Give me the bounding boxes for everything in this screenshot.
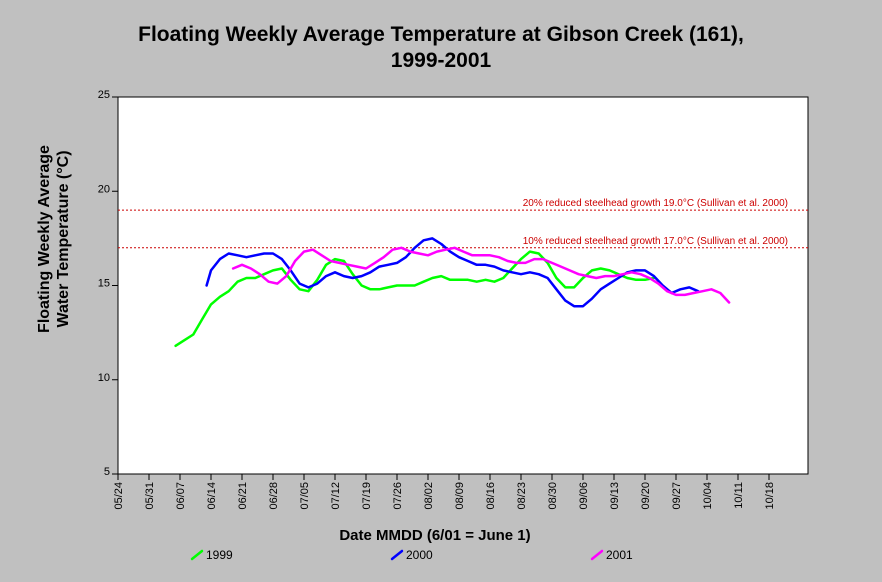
legend-swatch-2000	[390, 549, 404, 561]
legend-label-2001: 2001	[606, 548, 633, 562]
chart-title-line-2: 1999-2001	[390, 49, 492, 72]
x-tick-label: 08/16	[485, 482, 497, 510]
reference-lines: 20% reduced steelhead growth 19.0°C (Sul…	[118, 198, 808, 249]
x-tick-label: 06/21	[237, 482, 249, 510]
x-tick-label: 09/20	[640, 482, 652, 510]
x-tick-label: 08/30	[547, 482, 559, 510]
x-tick-label: 09/06	[578, 482, 590, 510]
legend-swatch-1999	[190, 549, 204, 561]
series-line-2001	[231, 246, 731, 304]
chart-title: Floating Weekly Average Temperature at G…	[0, 22, 882, 74]
x-tick-label: 06/07	[175, 482, 187, 510]
y-axis-label-line-2: Water Temperature (°C)	[55, 150, 72, 327]
x-tick-label: 09/13	[609, 482, 621, 510]
legend: 1999 2000 2001	[190, 548, 633, 562]
y-tick-label: 20	[98, 183, 110, 195]
x-tick-label: 07/26	[392, 482, 404, 510]
chart-title-line-1: Floating Weekly Average Temperature at G…	[138, 23, 744, 46]
y-tick-label: 5	[104, 466, 110, 478]
x-tick-label: 06/14	[206, 482, 218, 510]
axes: 5 10 15 20 25 05/24 05/31 06/07 06/14 06/21 06/28 0…	[98, 89, 776, 510]
x-tick-label: 07/05	[299, 482, 311, 510]
reference-line-label-2: 10% reduced steelhead growth 17.0°C (Sul…	[523, 236, 788, 247]
series-lines	[174, 237, 731, 348]
x-tick-label: 10/11	[733, 482, 745, 509]
reference-line-label-1: 20% reduced steelhead growth 19.0°C (Sul…	[523, 198, 788, 209]
x-tick-label: 08/23	[516, 482, 528, 510]
series-line-1999	[174, 250, 656, 348]
x-tick-label: 10/04	[702, 482, 714, 510]
y-tick-label: 25	[98, 89, 110, 101]
x-tick-label: 07/12	[330, 482, 342, 510]
x-tick-label: 09/27	[671, 482, 683, 510]
x-tick-label: 05/24	[113, 482, 125, 510]
legend-swatch-2001	[590, 549, 604, 561]
x-tick-label: 08/09	[454, 482, 466, 510]
x-tick-label: 08/02	[423, 482, 435, 510]
x-tick-label: 07/19	[361, 482, 373, 510]
y-axis-label-line-1: Floating Weekly Average	[36, 145, 53, 333]
y-tick-label: 15	[98, 278, 110, 290]
x-tick-label: 06/28	[268, 482, 280, 510]
plot-area	[117, 96, 809, 475]
x-axis-label: Date MMDD (6/01 = June 1)	[339, 527, 530, 544]
legend-label-2000: 2000	[406, 548, 433, 562]
series-line-2000	[205, 237, 700, 308]
y-tick-label: 10	[98, 372, 110, 384]
legend-label-1999: 1999	[206, 548, 233, 562]
x-tick-label: 10/18	[764, 482, 776, 510]
x-tick-label: 05/31	[144, 482, 156, 510]
axis-labels: Floating Weekly Average Water Temperatur…	[36, 145, 531, 544]
